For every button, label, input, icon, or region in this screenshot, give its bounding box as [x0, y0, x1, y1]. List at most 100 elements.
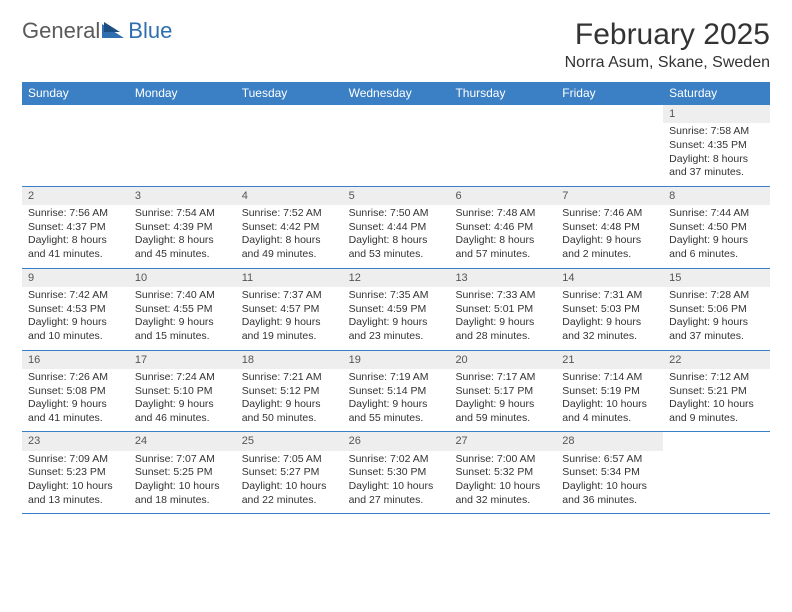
day-cell: 17Sunrise: 7:24 AMSunset: 5:10 PMDayligh… — [129, 351, 236, 432]
day-body: Sunrise: 7:14 AMSunset: 5:19 PMDaylight:… — [556, 369, 663, 432]
day-number: 28 — [556, 432, 663, 450]
sunrise-text: Sunrise: 7:09 AM — [28, 453, 123, 467]
daylight-text: Daylight: 9 hours and 55 minutes. — [349, 398, 444, 425]
weeks-container: 1Sunrise: 7:58 AMSunset: 4:35 PMDaylight… — [22, 104, 770, 514]
day-body: Sunrise: 7:24 AMSunset: 5:10 PMDaylight:… — [129, 369, 236, 432]
sunrise-text: Sunrise: 7:31 AM — [562, 289, 657, 303]
day-body: Sunrise: 7:21 AMSunset: 5:12 PMDaylight:… — [236, 369, 343, 432]
sunrise-text: Sunrise: 7:17 AM — [455, 371, 550, 385]
daylight-text: Daylight: 9 hours and 15 minutes. — [135, 316, 230, 343]
day-number: 6 — [449, 187, 556, 205]
sunset-text: Sunset: 5:01 PM — [455, 303, 550, 317]
sunrise-text: Sunrise: 7:12 AM — [669, 371, 764, 385]
sunset-text: Sunset: 5:19 PM — [562, 385, 657, 399]
weekday-header: Thursday — [449, 82, 556, 104]
sunset-text: Sunset: 5:03 PM — [562, 303, 657, 317]
day-cell: 8Sunrise: 7:44 AMSunset: 4:50 PMDaylight… — [663, 187, 770, 268]
sunrise-text: Sunrise: 7:52 AM — [242, 207, 337, 221]
sunrise-text: Sunrise: 7:46 AM — [562, 207, 657, 221]
sunset-text: Sunset: 5:30 PM — [349, 466, 444, 480]
daylight-text: Daylight: 8 hours and 37 minutes. — [669, 153, 764, 180]
day-body: Sunrise: 7:09 AMSunset: 5:23 PMDaylight:… — [22, 451, 129, 514]
sunset-text: Sunset: 5:32 PM — [455, 466, 550, 480]
day-cell: 4Sunrise: 7:52 AMSunset: 4:42 PMDaylight… — [236, 187, 343, 268]
daylight-text: Daylight: 9 hours and 28 minutes. — [455, 316, 550, 343]
logo-flag-icon — [102, 22, 126, 40]
daylight-text: Daylight: 10 hours and 13 minutes. — [28, 480, 123, 507]
day-body: Sunrise: 7:28 AMSunset: 5:06 PMDaylight:… — [663, 287, 770, 350]
sunset-text: Sunset: 4:44 PM — [349, 221, 444, 235]
sunset-text: Sunset: 5:17 PM — [455, 385, 550, 399]
day-number: 26 — [343, 432, 450, 450]
day-number: 27 — [449, 432, 556, 450]
sunset-text: Sunset: 4:46 PM — [455, 221, 550, 235]
day-number: 14 — [556, 269, 663, 287]
day-number: 9 — [22, 269, 129, 287]
day-body: Sunrise: 7:33 AMSunset: 5:01 PMDaylight:… — [449, 287, 556, 350]
sunset-text: Sunset: 5:27 PM — [242, 466, 337, 480]
daylight-text: Daylight: 8 hours and 49 minutes. — [242, 234, 337, 261]
day-number: 12 — [343, 269, 450, 287]
day-body: Sunrise: 7:42 AMSunset: 4:53 PMDaylight:… — [22, 287, 129, 350]
day-body: Sunrise: 7:37 AMSunset: 4:57 PMDaylight:… — [236, 287, 343, 350]
day-body: Sunrise: 7:35 AMSunset: 4:59 PMDaylight:… — [343, 287, 450, 350]
logo-text-general: General — [22, 18, 100, 44]
day-cell: 26Sunrise: 7:02 AMSunset: 5:30 PMDayligh… — [343, 432, 450, 513]
sunrise-text: Sunrise: 7:42 AM — [28, 289, 123, 303]
sunrise-text: Sunrise: 7:28 AM — [669, 289, 764, 303]
day-cell — [449, 105, 556, 186]
calendar: Sunday Monday Tuesday Wednesday Thursday… — [22, 82, 770, 514]
day-number: 3 — [129, 187, 236, 205]
sunset-text: Sunset: 5:21 PM — [669, 385, 764, 399]
daylight-text: Daylight: 8 hours and 45 minutes. — [135, 234, 230, 261]
day-number: 1 — [663, 105, 770, 123]
day-body: Sunrise: 7:46 AMSunset: 4:48 PMDaylight:… — [556, 205, 663, 268]
sunrise-text: Sunrise: 7:48 AM — [455, 207, 550, 221]
month-title: February 2025 — [565, 18, 770, 52]
day-body: Sunrise: 7:05 AMSunset: 5:27 PMDaylight:… — [236, 451, 343, 514]
day-cell: 27Sunrise: 7:00 AMSunset: 5:32 PMDayligh… — [449, 432, 556, 513]
sunset-text: Sunset: 5:08 PM — [28, 385, 123, 399]
sunset-text: Sunset: 5:23 PM — [28, 466, 123, 480]
daylight-text: Daylight: 10 hours and 32 minutes. — [455, 480, 550, 507]
daylight-text: Daylight: 9 hours and 50 minutes. — [242, 398, 337, 425]
sunrise-text: Sunrise: 7:07 AM — [135, 453, 230, 467]
sunrise-text: Sunrise: 7:19 AM — [349, 371, 444, 385]
day-number: 18 — [236, 351, 343, 369]
day-cell: 12Sunrise: 7:35 AMSunset: 4:59 PMDayligh… — [343, 269, 450, 350]
day-cell: 7Sunrise: 7:46 AMSunset: 4:48 PMDaylight… — [556, 187, 663, 268]
daylight-text: Daylight: 10 hours and 9 minutes. — [669, 398, 764, 425]
day-cell: 28Sunrise: 6:57 AMSunset: 5:34 PMDayligh… — [556, 432, 663, 513]
sunrise-text: Sunrise: 7:35 AM — [349, 289, 444, 303]
day-cell — [236, 105, 343, 186]
daylight-text: Daylight: 9 hours and 10 minutes. — [28, 316, 123, 343]
sunset-text: Sunset: 4:55 PM — [135, 303, 230, 317]
day-body: Sunrise: 7:50 AMSunset: 4:44 PMDaylight:… — [343, 205, 450, 268]
sunset-text: Sunset: 5:12 PM — [242, 385, 337, 399]
day-number: 24 — [129, 432, 236, 450]
weekday-header: Wednesday — [343, 82, 450, 104]
sunrise-text: Sunrise: 7:54 AM — [135, 207, 230, 221]
day-body: Sunrise: 7:44 AMSunset: 4:50 PMDaylight:… — [663, 205, 770, 268]
day-body: Sunrise: 7:07 AMSunset: 5:25 PMDaylight:… — [129, 451, 236, 514]
sunrise-text: Sunrise: 7:50 AM — [349, 207, 444, 221]
sunset-text: Sunset: 4:35 PM — [669, 139, 764, 153]
weekday-header: Sunday — [22, 82, 129, 104]
daylight-text: Daylight: 9 hours and 46 minutes. — [135, 398, 230, 425]
daylight-text: Daylight: 8 hours and 53 minutes. — [349, 234, 444, 261]
day-body: Sunrise: 7:56 AMSunset: 4:37 PMDaylight:… — [22, 205, 129, 268]
day-cell: 22 Sunrise: 7:12 AMSunset: 5:21 PMDayligh… — [663, 351, 770, 432]
sunset-text: Sunset: 4:59 PM — [349, 303, 444, 317]
day-number: 22 — [663, 351, 770, 369]
week-row: 2Sunrise: 7:56 AMSunset: 4:37 PMDaylight… — [22, 187, 770, 269]
sunset-text: Sunset: 5:10 PM — [135, 385, 230, 399]
day-cell — [129, 105, 236, 186]
daylight-text: Daylight: 8 hours and 41 minutes. — [28, 234, 123, 261]
day-cell: 24Sunrise: 7:07 AMSunset: 5:25 PMDayligh… — [129, 432, 236, 513]
day-body: Sunrise: 7:17 AMSunset: 5:17 PMDaylight:… — [449, 369, 556, 432]
day-cell: 23Sunrise: 7:09 AMSunset: 5:23 PMDayligh… — [22, 432, 129, 513]
day-body: Sunrise: 7:54 AMSunset: 4:39 PMDaylight:… — [129, 205, 236, 268]
day-number: 19 — [343, 351, 450, 369]
day-cell: 6Sunrise: 7:48 AMSunset: 4:46 PMDaylight… — [449, 187, 556, 268]
sunrise-text: Sunrise: 7:58 AM — [669, 125, 764, 139]
